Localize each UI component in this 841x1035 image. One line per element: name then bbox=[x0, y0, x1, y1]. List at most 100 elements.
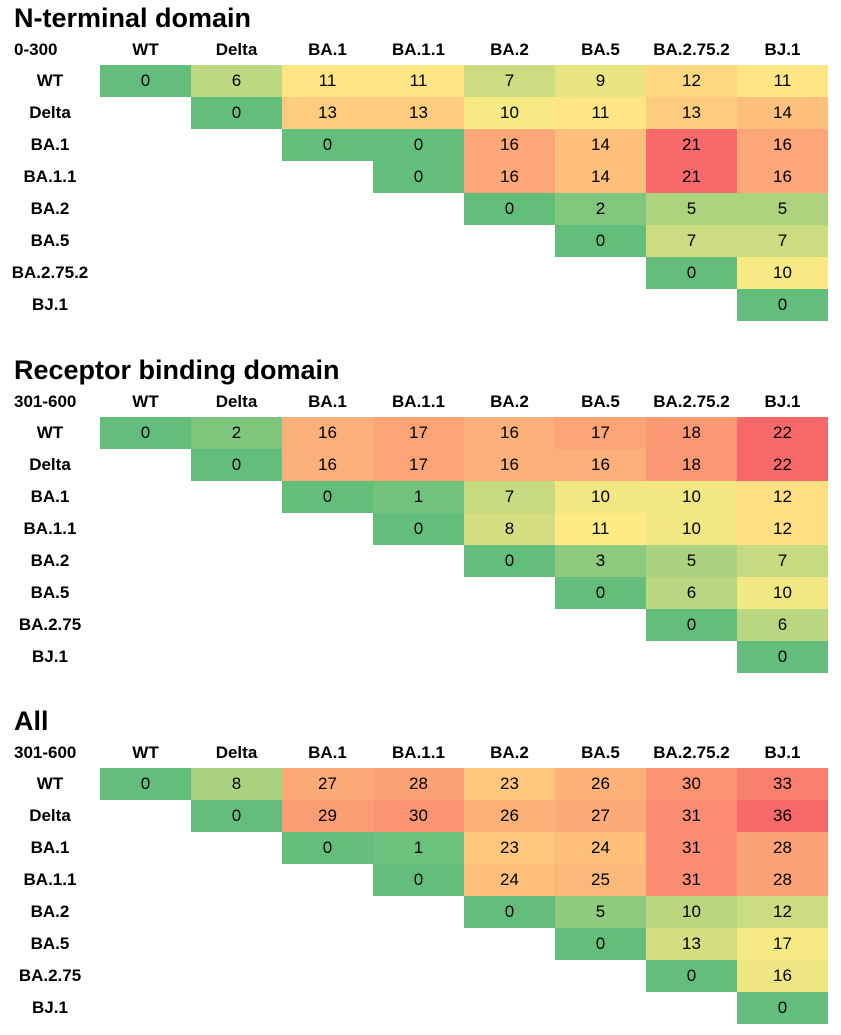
heatmap-row: BA.1 0 1 23 24 31 28 bbox=[0, 832, 841, 864]
heatmap-cell: 26 bbox=[555, 768, 646, 800]
heatmap-row: WT 0 6 11 11 7 9 12 11 bbox=[0, 65, 841, 97]
chart-title: N-terminal domain bbox=[14, 3, 252, 33]
column-header-row: 301-600 WT Delta BA.1 BA.1.1 BA.2 BA.5 BA.2.75.… bbox=[0, 738, 841, 768]
heatmap-cell: 0 bbox=[737, 289, 828, 321]
row-label: BA.1 bbox=[30, 135, 70, 154]
heatmap-cell: 0 bbox=[191, 97, 282, 129]
heatmap-cell: 6 bbox=[737, 609, 828, 641]
column-label: BA.2.75.2 bbox=[653, 392, 730, 411]
heatmap-cell: 7 bbox=[737, 545, 828, 577]
heatmap-cell: 0 bbox=[464, 193, 555, 225]
row-label: BA.5 bbox=[30, 583, 70, 602]
heatmap-cell: 13 bbox=[646, 97, 737, 129]
heatmap-cell: 22 bbox=[737, 449, 828, 481]
heatmap-row: BA.1 0 0 16 14 21 16 bbox=[0, 129, 841, 161]
column-label: BA.2 bbox=[490, 40, 529, 59]
heatmap-cell: 0 bbox=[373, 513, 464, 545]
heatmap-row: BA.2.75.2 0 10 bbox=[0, 257, 841, 289]
row-label: BA.2.75 bbox=[18, 615, 82, 634]
heatmap-cell: 16 bbox=[737, 161, 828, 193]
heatmap-cell: 3 bbox=[555, 545, 646, 577]
heatmap-cell: 14 bbox=[737, 97, 828, 129]
heatmap-cell: 30 bbox=[646, 768, 737, 800]
column-label: Delta bbox=[215, 392, 258, 411]
heatmap-cell: 31 bbox=[646, 864, 737, 896]
heatmap-row: BA.1.1 0 8 11 10 12 bbox=[0, 513, 841, 545]
heatmap-cell: 16 bbox=[464, 161, 555, 193]
column-label: BJ.1 bbox=[764, 40, 801, 59]
heatmap-cell: 8 bbox=[464, 513, 555, 545]
column-label: BA.1 bbox=[308, 40, 347, 59]
heatmap-cell: 13 bbox=[282, 97, 373, 129]
row-label: BA.1 bbox=[30, 838, 70, 857]
column-label: WT bbox=[132, 743, 159, 762]
heatmap-cell: 2 bbox=[191, 417, 282, 449]
heatmap-cell: 9 bbox=[555, 65, 646, 97]
heatmap-cell: 21 bbox=[646, 129, 737, 161]
corner-label: 301-600 bbox=[14, 743, 77, 762]
heatmap-cell: 0 bbox=[646, 960, 737, 992]
heatmap-cell: 30 bbox=[373, 800, 464, 832]
heatmap-row: BA.5 0 6 10 bbox=[0, 577, 841, 609]
heatmap-cell: 0 bbox=[373, 161, 464, 193]
heatmap-cell: 0 bbox=[373, 129, 464, 161]
row-label: BA.1.1 bbox=[23, 870, 77, 889]
heatmap-cell: 5 bbox=[555, 896, 646, 928]
heatmap-cell: 12 bbox=[737, 896, 828, 928]
heatmap-cell: 11 bbox=[555, 513, 646, 545]
row-label: BA.2 bbox=[30, 551, 70, 570]
row-label: BA.2.75 bbox=[18, 966, 82, 985]
heatmap-cell: 13 bbox=[373, 97, 464, 129]
heatmap-cell: 12 bbox=[737, 481, 828, 513]
row-label: BA.1 bbox=[30, 487, 70, 506]
heatmap-cell: 0 bbox=[191, 800, 282, 832]
heatmap-cell: 0 bbox=[646, 257, 737, 289]
row-label: BJ.1 bbox=[32, 295, 68, 314]
heatmap-panel: Receptor binding domain 301-600 WT Delta BA.… bbox=[0, 354, 841, 684]
heatmap-cell: 11 bbox=[373, 65, 464, 97]
heatmap-row: BA.5 0 7 7 bbox=[0, 225, 841, 257]
column-label: BA.1 bbox=[308, 392, 347, 411]
column-label: BA.5 bbox=[581, 392, 620, 411]
heatmap-row: Delta 0 16 17 16 16 18 22 bbox=[0, 449, 841, 481]
heatmap-cell: 24 bbox=[464, 864, 555, 896]
heatmap-row: BA.1 0 1 7 10 10 12 bbox=[0, 481, 841, 513]
heatmap-cell: 5 bbox=[737, 193, 828, 225]
row-label: BA.2 bbox=[30, 199, 70, 218]
heatmap-cell: 0 bbox=[100, 417, 191, 449]
heatmap-cell: 36 bbox=[737, 800, 828, 832]
heatmap-cell: 0 bbox=[555, 577, 646, 609]
heatmap-cell: 17 bbox=[373, 449, 464, 481]
heatmap-row: BA.1.1 0 24 25 31 28 bbox=[0, 864, 841, 896]
heatmap-cell: 0 bbox=[373, 864, 464, 896]
row-label: WT bbox=[36, 71, 64, 90]
heatmap-cell: 0 bbox=[555, 928, 646, 960]
column-label: BA.1.1 bbox=[392, 392, 445, 411]
heatmap-cell: 0 bbox=[737, 641, 828, 673]
heatmap-cell: 27 bbox=[555, 800, 646, 832]
heatmap-cell: 21 bbox=[646, 161, 737, 193]
heatmap-cell: 1 bbox=[373, 832, 464, 864]
column-label: BA.5 bbox=[581, 743, 620, 762]
heatmap-cell: 5 bbox=[646, 545, 737, 577]
heatmap-cell: 26 bbox=[464, 800, 555, 832]
heatmap-cell: 1 bbox=[373, 481, 464, 513]
row-label: BJ.1 bbox=[32, 998, 68, 1017]
heatmap-cell: 0 bbox=[646, 609, 737, 641]
heatmap-cell: 11 bbox=[282, 65, 373, 97]
heatmap-cell: 28 bbox=[737, 864, 828, 896]
heatmap-panel: N-terminal domain 0-300 WT Delta BA.1 BA.1.1 B… bbox=[0, 2, 841, 332]
row-label: BA.1.1 bbox=[23, 519, 77, 538]
column-header-row: 0-300 WT Delta BA.1 BA.1.1 BA.2 BA.5 BA.2.75.2 B… bbox=[0, 35, 841, 65]
heatmap-panel: All 301-600 WT Delta BA.1 BA.1.1 BA.2 BA.5 BA.2.… bbox=[0, 705, 841, 1035]
heatmap-row: BA.5 0 13 17 bbox=[0, 928, 841, 960]
heatmap-cell: 22 bbox=[737, 417, 828, 449]
heatmap-cell: 0 bbox=[282, 129, 373, 161]
heatmap-cell: 10 bbox=[737, 577, 828, 609]
column-label: BA.1.1 bbox=[392, 40, 445, 59]
heatmap-row: BA.2.75 0 6 bbox=[0, 609, 841, 641]
heatmap-cell: 24 bbox=[555, 832, 646, 864]
heatmap-cell: 23 bbox=[464, 832, 555, 864]
heatmap-cell: 7 bbox=[464, 65, 555, 97]
heatmap-cell: 17 bbox=[555, 417, 646, 449]
